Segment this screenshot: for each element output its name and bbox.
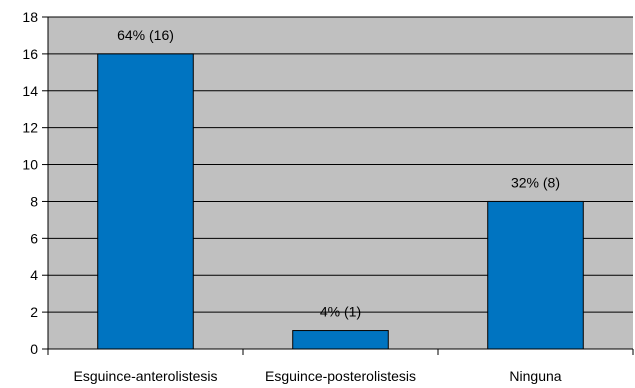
bar-3 [487,200,584,350]
data-label: 32% (8) [511,174,560,190]
y-tick-label: 14 [22,83,38,99]
y-tick-label: 0 [30,341,38,357]
y-tick-label: 2 [30,304,38,320]
y-axis-ticks: 0 2 4 6 8 10 12 14 16 18 [22,9,48,357]
bars [97,53,584,350]
y-tick-label: 16 [22,46,38,62]
x-tick-label: Ninguna [509,368,561,384]
bar-1 [97,53,194,350]
y-tick-label: 18 [22,9,38,25]
x-tick-label: Esguince-anterolistesis [74,368,218,384]
data-labels: 64% (16) 4% (1) 32% (8) [117,27,560,320]
x-tick-label: Esguince-posterolistesis [265,368,416,384]
x-axis-ticks: Esguince-anterolistesis Esguince-posterol… [47,349,634,384]
data-label: 64% (16) [117,27,174,43]
y-tick-label: 8 [30,193,38,209]
data-label: 4% (1) [320,304,361,320]
bar-2 [292,330,389,350]
y-tick-label: 10 [22,157,38,173]
y-tick-label: 6 [30,230,38,246]
y-tick-label: 4 [30,267,38,283]
y-tick-label: 12 [22,120,38,136]
